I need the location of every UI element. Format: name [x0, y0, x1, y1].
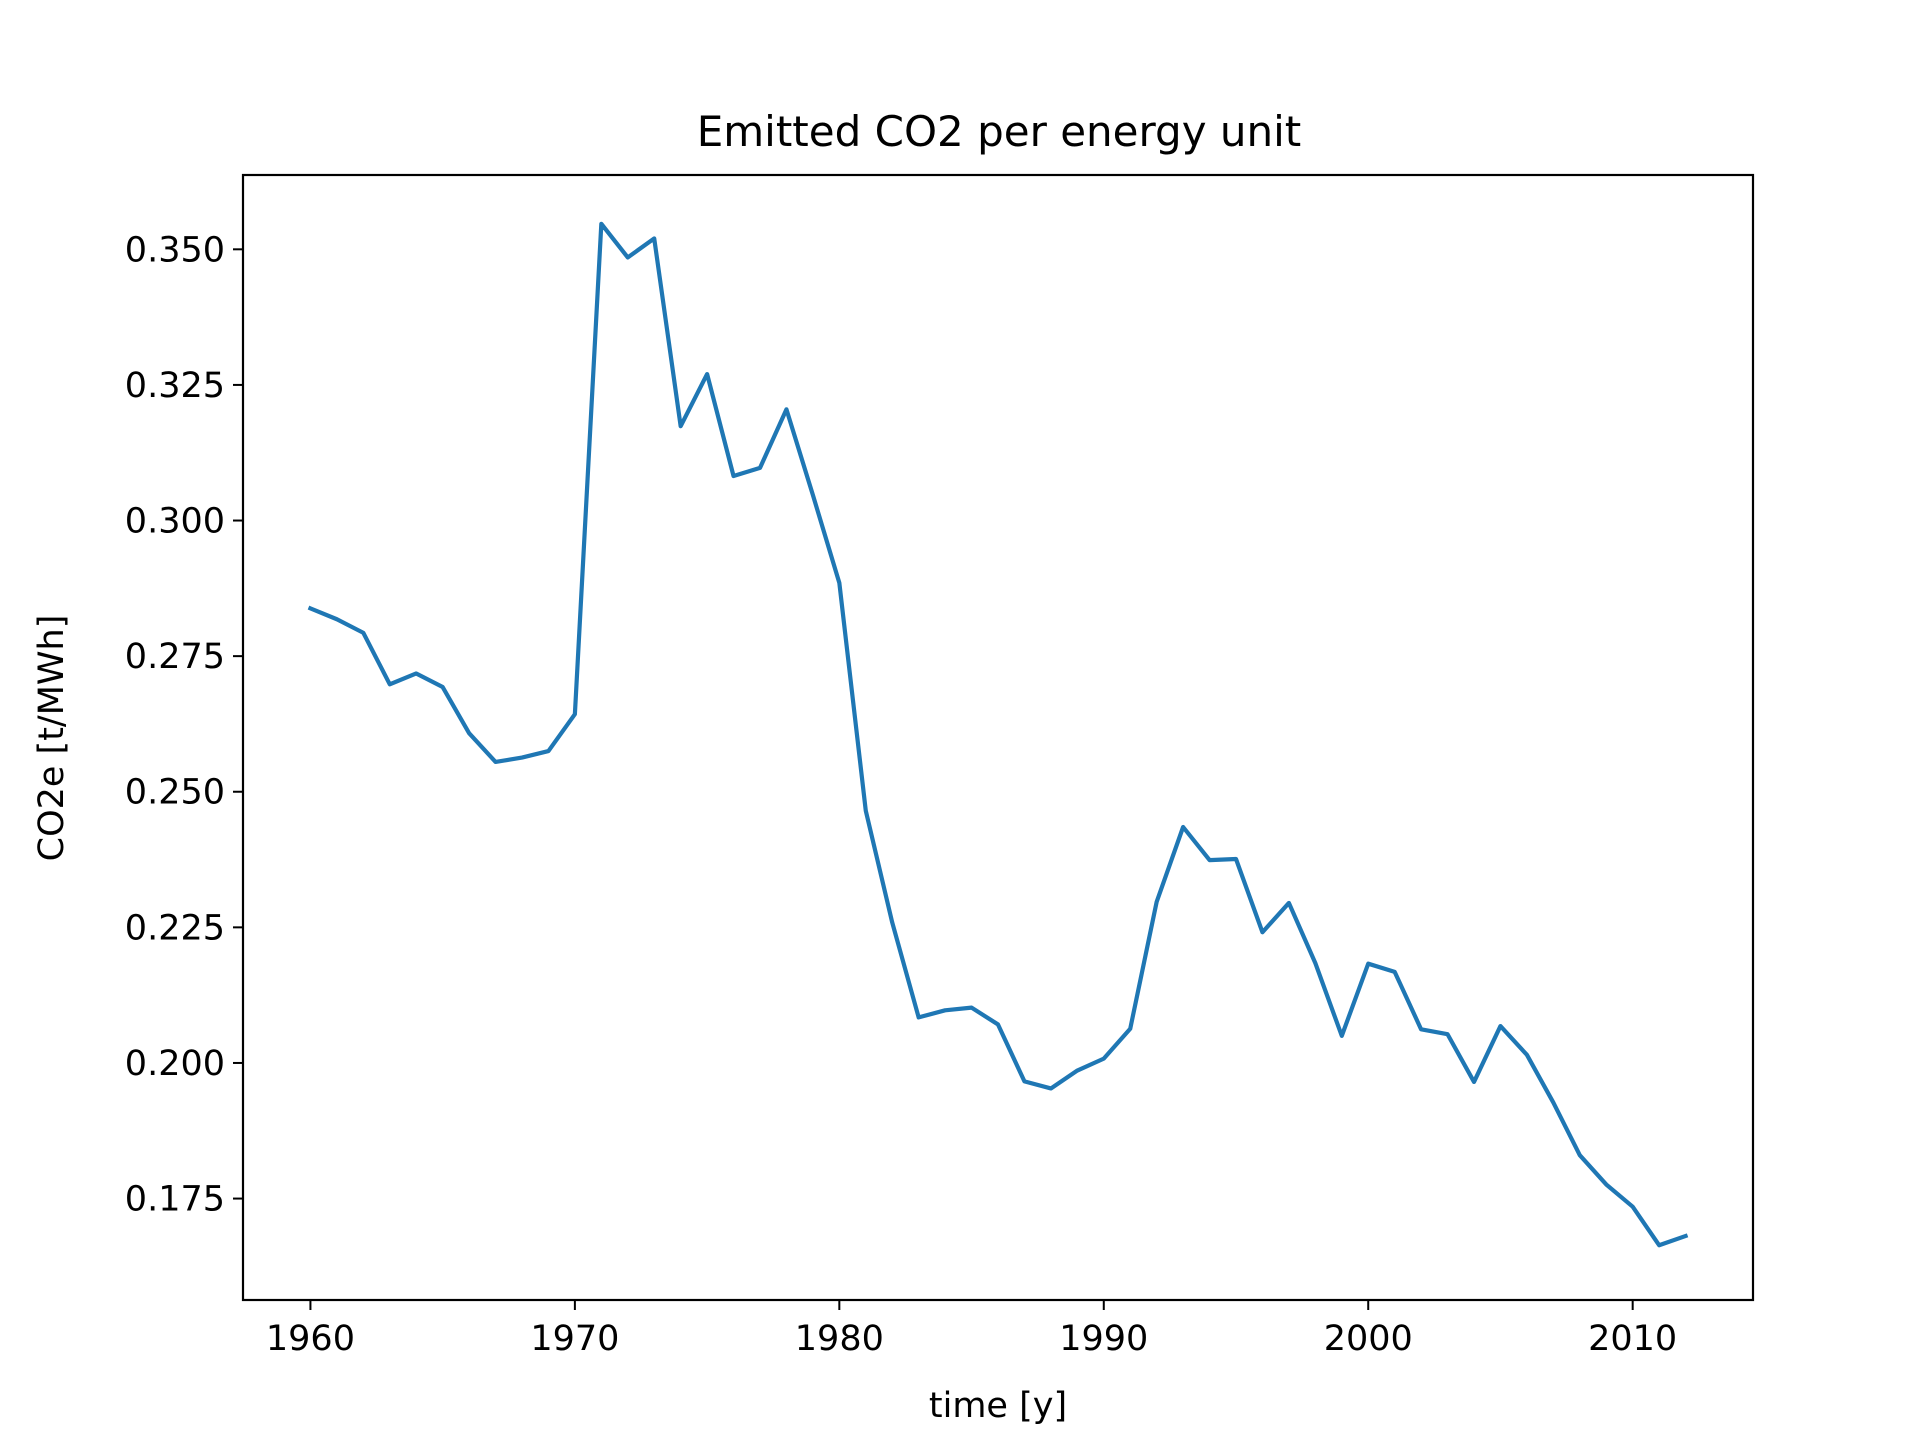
- y-axis-label: CO2e [t/MWh]: [32, 615, 72, 862]
- y-tick-label: 0.200: [125, 1044, 225, 1084]
- x-tick-label: 2000: [1324, 1319, 1413, 1359]
- x-tick-label: 1970: [530, 1319, 619, 1359]
- plot-area: [241, 173, 1755, 1302]
- series-layer: [307, 221, 1689, 1248]
- y-tick-label: 0.225: [125, 908, 225, 948]
- x-tick-label: 2010: [1588, 1319, 1677, 1359]
- x-tick-label: 1960: [266, 1319, 355, 1359]
- plot-frame: [241, 173, 1755, 1302]
- y-tick-label: 0.250: [125, 773, 225, 813]
- y-tick-label: 0.175: [125, 1180, 225, 1220]
- series-line: [307, 221, 1689, 1248]
- x-axis-ticks: 1960 1970 1980 1990 2000 2010: [266, 1300, 1677, 1359]
- x-tick-label: 1980: [795, 1319, 884, 1359]
- chart-title: Emitted CO2 per energy unit: [697, 107, 1302, 156]
- y-tick-label: 0.325: [125, 366, 225, 406]
- x-axis-label: time [y]: [929, 1386, 1067, 1426]
- y-tick-label: 0.350: [125, 230, 225, 270]
- y-axis-ticks: 0.175 0.200 0.225 0.250 0.275 0.300 0.325 0.350: [125, 230, 243, 1220]
- y-tick-label: 0.275: [125, 637, 225, 677]
- x-tick-label: 1990: [1059, 1319, 1148, 1359]
- y-tick-label: 0.300: [125, 502, 225, 542]
